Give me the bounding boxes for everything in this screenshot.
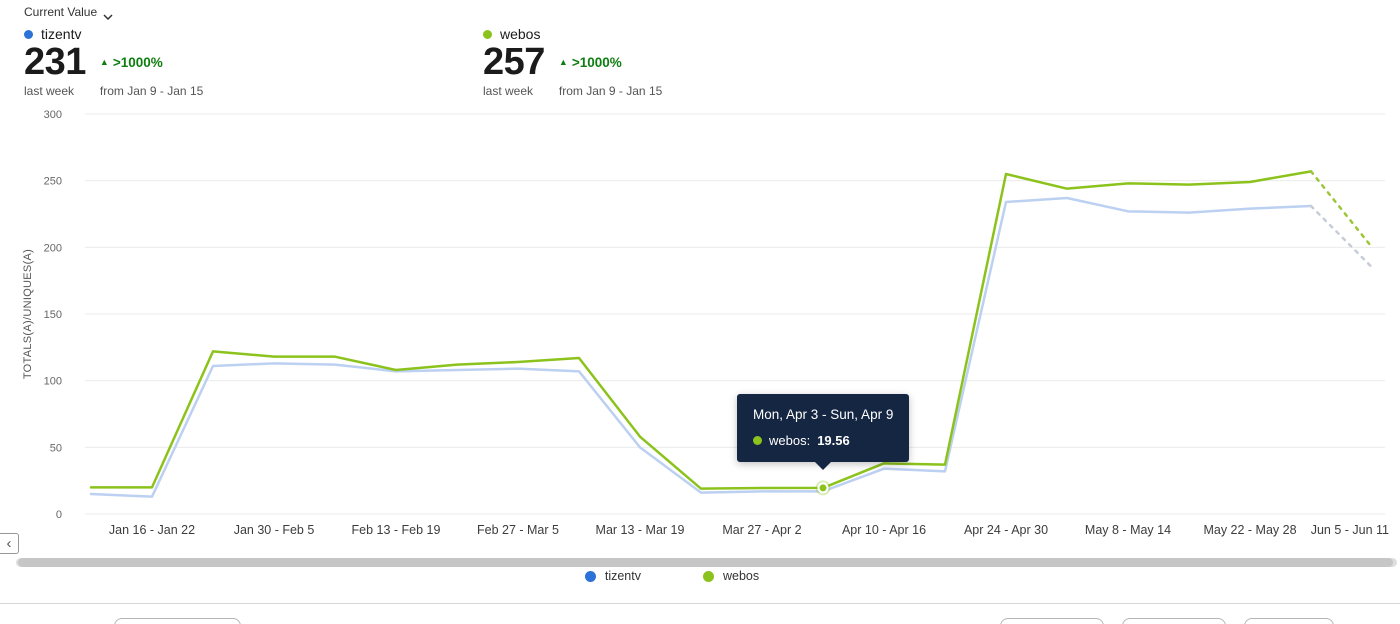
legend-item-webos[interactable]: webos (703, 569, 759, 583)
up-triangle-icon: ▲ (99, 57, 109, 68)
x-tick-label: May 22 - May 28 (1203, 523, 1296, 537)
metric-body: 231 ▲ >1000% last week from Jan 9 - Jan … (24, 41, 204, 98)
tooltip-caret (815, 461, 831, 470)
metric-card-webos: webos 257 ▲ >1000% last week from Jan 9 … (483, 26, 662, 98)
metric-comparison: from Jan 9 - Jan 15 (99, 83, 204, 98)
metric-value: 257 (483, 41, 545, 83)
x-tick-label: Feb 13 - Feb 19 (352, 523, 441, 537)
scrollbar-thumb[interactable] (18, 558, 1393, 567)
metric-value: 231 (24, 41, 86, 83)
metric-series-name: tizentv (41, 26, 82, 42)
cutoff-control[interactable] (114, 618, 241, 624)
y-tick-label: 100 (44, 376, 62, 388)
tooltip-date-range: Mon, Apr 3 - Sun, Apr 9 (753, 406, 894, 422)
x-tick-label: Jan 30 - Feb 5 (234, 523, 315, 537)
y-axis-title: TOTALS(A)/UNIQUES(A) (22, 249, 34, 379)
metric-change: ▲ >1000% (100, 55, 203, 70)
series-dot-tizentv (24, 29, 33, 39)
metric-change-value: >1000% (112, 55, 163, 71)
y-tick-label: 250 (44, 176, 62, 188)
legend-dot-tizentv (584, 570, 596, 582)
x-tick-label: May 8 - May 14 (1085, 523, 1171, 537)
y-tick-label: 300 (44, 109, 62, 121)
legend-dot-webos (703, 570, 714, 582)
scroll-left-button[interactable]: ‹ (0, 533, 19, 554)
metric-body: 257 ▲ >1000% last week from Jan 9 - Jan … (483, 41, 663, 98)
x-tick-label: Mar 27 - Apr 2 (722, 523, 801, 537)
legend-item-tizentv[interactable]: tizentv (584, 569, 641, 583)
metric-selector-dropdown[interactable]: Current Value (24, 5, 113, 21)
chart-legend: tizentv webos (0, 569, 1400, 583)
cutoff-control[interactable] (1244, 618, 1334, 624)
y-tick-label: 150 (44, 309, 62, 321)
y-tick-label: 0 (56, 509, 62, 521)
metric-change: ▲ >1000% (559, 55, 662, 70)
y-tick-label: 200 (44, 242, 62, 254)
tooltip-series-row: webos: 19.56 (753, 433, 893, 448)
bottom-panel-cutoff (0, 603, 1400, 624)
x-tick-label: Apr 10 - Apr 16 (842, 523, 926, 537)
metric-period: last week (483, 83, 534, 98)
metric-selector-label: Current Value (24, 5, 98, 19)
series-line-webos[interactable] (89, 170, 1313, 490)
x-tick-label: Apr 24 - Apr 30 (964, 523, 1048, 537)
metric-series-name: webos (500, 26, 541, 42)
tooltip-series-value: 19.56 (817, 432, 850, 448)
series-dashed-tail-tizentv (1309, 204, 1374, 269)
tooltip-series-label: webos: (769, 432, 811, 448)
series-dot-webos (483, 29, 492, 39)
chevron-down-icon (103, 9, 113, 21)
series-dashed-tail-webos (1309, 170, 1374, 249)
horizontal-scrollbar[interactable] (16, 558, 1397, 567)
x-tick-label: Jun 5 - Jun 11 (1311, 523, 1389, 537)
legend-label: tizentv (604, 569, 641, 583)
y-tick-label: 50 (50, 442, 62, 454)
tooltip-series-dot (753, 435, 762, 445)
metric-card-tizentv: tizentv 231 ▲ >1000% last week from Jan … (24, 26, 203, 98)
x-tick-label: Mar 13 - Mar 19 (596, 523, 685, 537)
x-tick-label: Feb 27 - Mar 5 (477, 523, 559, 537)
metric-card-header[interactable]: webos (483, 26, 662, 42)
hover-point-marker (817, 482, 829, 494)
up-triangle-icon: ▲ (558, 57, 568, 68)
metric-period: last week (24, 83, 75, 98)
cutoff-control[interactable] (1000, 618, 1104, 624)
chart-tooltip: Mon, Apr 3 - Sun, Apr 9 webos: 19.56 (737, 393, 910, 470)
legend-label: webos (723, 569, 760, 583)
series-line-tizentv[interactable] (89, 196, 1313, 498)
metric-card-header[interactable]: tizentv (24, 26, 203, 42)
x-tick-label: Jan 16 - Jan 22 (109, 523, 195, 537)
metric-change-value: >1000% (571, 55, 622, 71)
cutoff-control[interactable] (1122, 618, 1226, 624)
metric-comparison: from Jan 9 - Jan 15 (558, 83, 663, 98)
